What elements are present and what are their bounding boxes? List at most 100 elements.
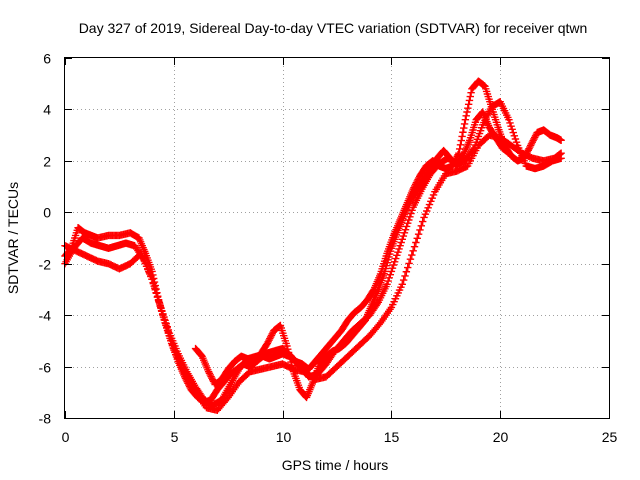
data-point [464,100,473,108]
data-point [420,213,428,222]
data-point [412,238,420,247]
data-point [392,254,400,263]
data-point [283,342,291,350]
data-point [410,242,419,251]
data-point [427,197,435,206]
data-point [406,255,415,263]
data-point [386,270,395,279]
data-point [393,251,401,260]
data-point [284,345,292,353]
data-point [406,213,414,221]
axis-ticks [65,58,610,419]
data-point [473,135,482,144]
data-point [509,128,517,137]
y-tick-label: -6 [39,360,52,376]
data-point [428,194,436,202]
x-tick-label: 25 [602,429,618,445]
data-point [460,120,469,128]
data-point [508,125,516,134]
data-point [151,284,159,292]
data-point [461,116,470,124]
data-point [414,230,423,238]
x-tick-label: 5 [171,429,179,445]
data-point [425,200,434,209]
data-marks [61,77,565,414]
data-point [168,340,177,349]
data-point [155,297,163,306]
series-track-d [191,108,513,402]
data-point [167,336,175,344]
data-point [385,253,393,261]
data-point [159,311,167,319]
data-point [152,288,160,297]
y-tick-label: -8 [39,411,52,427]
y-tick-label: 4 [43,102,51,118]
data-point [387,267,396,276]
data-point [389,261,398,269]
data-point [284,348,293,357]
data-point [460,124,468,132]
data-point [382,261,391,270]
data-point [388,264,397,272]
data-point [384,277,392,285]
data-point [408,206,416,215]
data-point [557,136,565,144]
data-point [421,210,430,218]
data-point [404,263,412,272]
data-point [385,274,393,282]
data-point [457,136,466,145]
data-point [163,323,171,332]
data-point [423,207,431,215]
data-point [384,256,392,264]
data-point [399,276,408,284]
data-point [467,89,475,97]
data-point [416,226,424,234]
data-point [417,222,426,230]
data-point [475,129,484,138]
chart-title: Day 327 of 2019, Sidereal Day-to-day VTE… [79,20,588,36]
x-axis-label: GPS time / hours [282,457,389,473]
data-point [402,222,411,231]
data-point [398,235,406,243]
data-point [383,259,392,267]
data-point [164,328,173,336]
data-point [156,302,164,310]
data-point [557,149,565,157]
data-point [160,315,168,324]
data-point [512,138,521,146]
data-point [396,242,404,250]
data-point [407,209,415,218]
data-point [455,145,464,153]
data-point [462,112,470,120]
x-tick-label: 20 [493,429,509,445]
y-tick-label: -4 [39,308,52,324]
data-point [288,364,297,373]
y-axis-label: SDTVAR / TECUs [5,182,21,294]
data-point [386,250,394,258]
data-point [398,280,406,288]
data-point [285,351,294,360]
data-point [287,358,295,366]
data-point [400,229,409,237]
data-point [456,141,465,149]
data-point [404,219,412,227]
y-tick-label: 2 [43,154,51,170]
data-point [397,238,405,247]
data-point [466,92,474,101]
data-point [383,280,391,288]
data-point [148,275,156,283]
data-point [418,217,427,226]
data-point [401,272,409,280]
y-tick-labels: -8 -6 -4 -2 0 2 4 6 [39,51,52,427]
data-point [149,279,158,288]
data-point [463,108,471,116]
data-point [390,258,399,266]
data-point [409,247,417,255]
data-point [402,268,411,276]
y-tick-label: 6 [43,51,51,67]
data-point [505,149,513,157]
y-tick-label: -2 [39,257,52,273]
data-point [405,259,413,268]
series-track-c [61,131,565,414]
